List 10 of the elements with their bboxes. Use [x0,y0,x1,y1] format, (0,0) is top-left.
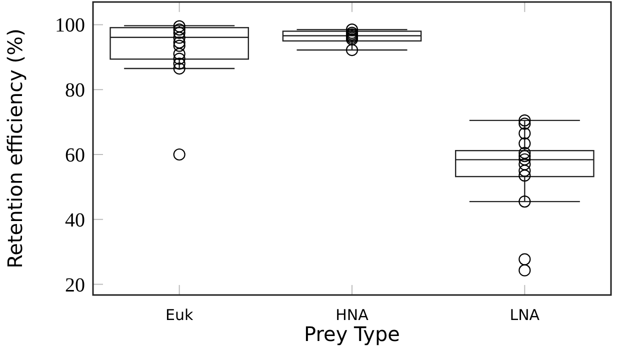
y-tick-label: 20 [65,274,85,296]
y-tick-label: 60 [65,144,85,167]
y-tick-label: 100 [55,14,85,37]
x-tick-label: HNA [336,306,370,324]
y-tick-label: 40 [65,209,85,232]
x-tick-label: Euk [165,306,194,324]
x-axis-title: Prey Type [304,322,400,346]
x-tick-label: LNA [510,306,540,324]
y-axis-title: Retention efficiency (%) [3,28,27,268]
y-tick-label: 80 [65,80,85,102]
